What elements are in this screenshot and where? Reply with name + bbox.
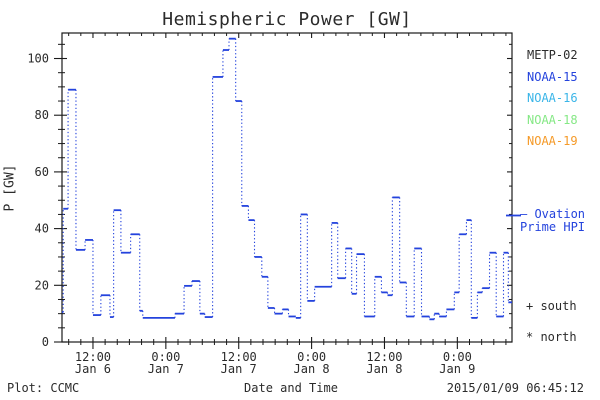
x-tick-label-time: 0:00 [297, 350, 326, 364]
plot-timestamp: 2015/01/09 06:45:12 [446, 381, 584, 395]
plot-credit: Plot: CCMC [7, 381, 80, 395]
y-axis-label: P [GW] [2, 164, 18, 212]
legend-satellite-noaa-18: NOAA-18 [527, 112, 578, 127]
x-tick-label-time: 12:00 [221, 350, 257, 364]
y-tick-label: 20 [35, 278, 49, 292]
y-tick-label: 100 [27, 52, 49, 66]
x-tick-label-date: Jan 9 [439, 362, 475, 376]
x-tick-label-time: 12:00 [366, 350, 402, 364]
x-tick-label-time: 12:00 [75, 350, 111, 364]
x-axis-title: Date and Time [244, 381, 338, 395]
y-tick-label: 40 [35, 222, 49, 236]
x-tick-label-date: Jan 8 [366, 362, 402, 376]
y-tick-label: 0 [42, 335, 49, 349]
south-hemisphere-marker-key: + south [526, 299, 577, 313]
y-tick-label: 60 [35, 165, 49, 179]
legend-satellite-noaa-19: NOAA-19 [527, 134, 578, 148]
plot-frame [61, 32, 513, 343]
x-tick-label-date: Jan 6 [75, 362, 111, 376]
x-tick-label-date: Jan 7 [221, 362, 257, 376]
x-tick-label-date: Jan 7 [148, 362, 184, 376]
x-tick-label-time: 0:00 [443, 350, 472, 364]
ovation-prime-hpi-label: — Ovation Prime HPI [520, 208, 585, 233]
ovation-label-line1: — Ovation [520, 207, 586, 221]
legend-satellite-noaa-15: NOAA-15 [527, 69, 578, 84]
satellite-legend: METP-02 NOAA-15 NOAA-16 NOAA-18 NOAA-19 [527, 45, 578, 153]
north-hemisphere-marker-key: * north [526, 330, 577, 344]
x-tick-label-time: 0:00 [151, 350, 180, 364]
y-tick-label: 80 [35, 108, 49, 122]
ovation-label-line2: Prime HPI [520, 219, 586, 234]
legend-satellite-metp-02: METP-02 [527, 48, 578, 62]
chart-title: Hemispheric Power [GW] [162, 9, 412, 30]
legend-satellite-noaa-16: NOAA-16 [527, 91, 578, 105]
x-tick-label-date: Jan 8 [294, 362, 330, 376]
